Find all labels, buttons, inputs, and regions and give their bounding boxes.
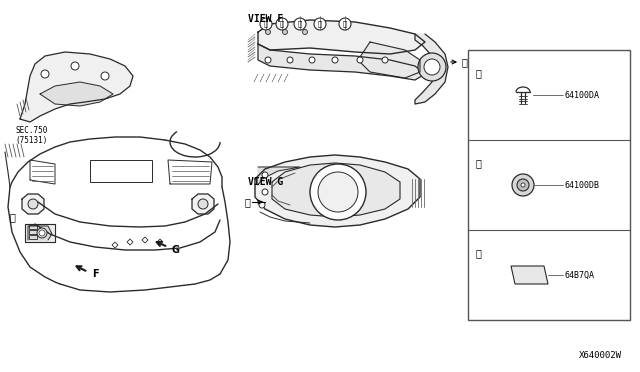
- Circle shape: [294, 18, 306, 30]
- Bar: [29, 225, 37, 229]
- Polygon shape: [258, 20, 425, 54]
- Polygon shape: [255, 155, 420, 227]
- Bar: [29, 235, 37, 239]
- Circle shape: [418, 53, 446, 81]
- Polygon shape: [28, 226, 52, 240]
- Polygon shape: [112, 242, 118, 248]
- Circle shape: [198, 199, 208, 209]
- Text: 64100DA: 64100DA: [565, 90, 600, 99]
- Polygon shape: [258, 44, 425, 80]
- Circle shape: [287, 57, 293, 63]
- Text: Ⓒ: Ⓒ: [264, 21, 268, 27]
- Text: Ⓒ: Ⓒ: [298, 21, 302, 27]
- Polygon shape: [258, 167, 300, 185]
- Circle shape: [303, 29, 307, 35]
- Circle shape: [521, 183, 525, 187]
- Polygon shape: [142, 237, 148, 243]
- Circle shape: [259, 202, 265, 208]
- Polygon shape: [511, 266, 548, 284]
- Circle shape: [41, 70, 49, 78]
- Circle shape: [262, 189, 268, 195]
- Text: Ⓐ: Ⓐ: [476, 68, 482, 78]
- Circle shape: [101, 72, 109, 80]
- Bar: [90, 160, 152, 182]
- Text: 64100DB: 64100DB: [565, 180, 600, 189]
- Polygon shape: [157, 239, 163, 245]
- Polygon shape: [22, 194, 44, 214]
- Circle shape: [517, 179, 529, 191]
- Polygon shape: [192, 194, 214, 214]
- Bar: [468, 50, 630, 320]
- Circle shape: [260, 18, 272, 30]
- Polygon shape: [25, 224, 55, 242]
- Text: G: G: [172, 245, 180, 255]
- Text: Ⓑ: Ⓑ: [476, 158, 482, 168]
- Circle shape: [310, 164, 366, 220]
- Text: Ⓒ: Ⓒ: [280, 21, 284, 27]
- Text: F: F: [92, 269, 99, 279]
- Text: Ⓐ: Ⓐ: [462, 57, 468, 67]
- Circle shape: [512, 174, 534, 196]
- Polygon shape: [272, 163, 400, 217]
- Circle shape: [71, 62, 79, 70]
- Bar: [29, 230, 37, 234]
- Circle shape: [39, 230, 45, 236]
- Text: VIEW F: VIEW F: [248, 14, 284, 24]
- Circle shape: [339, 18, 351, 30]
- Polygon shape: [40, 82, 113, 106]
- Circle shape: [265, 57, 271, 63]
- Circle shape: [282, 29, 287, 35]
- Circle shape: [332, 57, 338, 63]
- Polygon shape: [415, 34, 448, 104]
- Polygon shape: [20, 52, 133, 122]
- Circle shape: [309, 57, 315, 63]
- Text: Ⓐ: Ⓐ: [244, 197, 250, 207]
- Circle shape: [276, 18, 288, 30]
- Text: Ⓑ: Ⓑ: [9, 212, 15, 222]
- Circle shape: [357, 57, 363, 63]
- Circle shape: [382, 57, 388, 63]
- Circle shape: [37, 228, 47, 238]
- Text: SEC.750
(75131): SEC.750 (75131): [15, 126, 47, 145]
- Text: Ⓒ: Ⓒ: [343, 21, 347, 27]
- Text: Ⓒ: Ⓒ: [476, 248, 482, 258]
- Polygon shape: [127, 239, 133, 245]
- Text: 64B7QA: 64B7QA: [565, 270, 595, 279]
- Circle shape: [266, 29, 271, 35]
- Text: X640002W: X640002W: [579, 351, 621, 360]
- Circle shape: [318, 172, 358, 212]
- Circle shape: [262, 172, 268, 178]
- Circle shape: [28, 199, 38, 209]
- Text: Ⓒ: Ⓒ: [318, 21, 322, 27]
- Circle shape: [424, 59, 440, 75]
- Text: VIEW G: VIEW G: [248, 177, 284, 187]
- Polygon shape: [358, 42, 420, 78]
- Circle shape: [314, 18, 326, 30]
